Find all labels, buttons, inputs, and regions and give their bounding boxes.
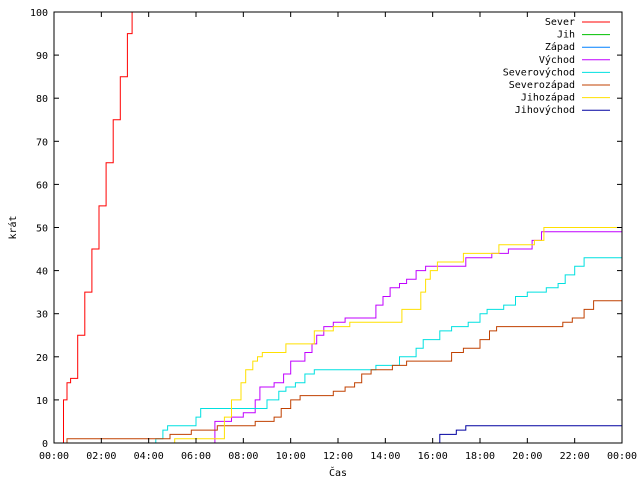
y-tick-label: 60 [36,180,48,191]
y-tick-label: 20 [36,353,48,364]
legend-label: Jihozápad [521,92,575,104]
legend-label: Severozápad [509,79,575,91]
series-line [54,231,622,443]
series-layer [54,12,622,443]
x-tick-label: 20:00 [512,451,542,462]
y-tick-label: 40 [36,267,48,278]
x-tick-label: 12:00 [323,451,353,462]
ticks-layer: 00:00 02:00 04:00 06:00 08:00 10:00 12:00 14:00… [30,8,637,462]
x-tick-label: 04:00 [134,451,164,462]
x-tick-label: 22:00 [560,451,590,462]
series-line [54,227,622,443]
legend: Sever JihZápadVýchodSeverovýchodSeverozáp… [503,17,610,116]
legend-label: Severovýchod [503,66,575,78]
y-tick-label: 50 [36,224,48,235]
series-line [54,425,622,443]
x-tick-label: 10:00 [276,451,306,462]
y-tick-label: 0 [42,439,48,450]
y-tick-label: 100 [30,8,48,19]
x-axis-label: Čas [329,466,347,479]
legend-label: Jih [557,30,575,41]
x-tick-label: 18:00 [465,451,495,462]
y-tick-label: 30 [36,310,48,321]
y-tick-label: 80 [36,94,48,105]
x-tick-label: 00:00 [607,451,637,462]
x-tick-label: 00:00 [39,451,69,462]
legend-label: Východ [539,54,575,66]
legend-label: Jihovýchod [515,104,575,116]
series-line [54,300,622,443]
x-tick-label: 08:00 [228,451,258,462]
x-tick-label: 14:00 [370,451,400,462]
series-line [54,12,133,443]
x-tick-label: 06:00 [181,451,211,462]
x-tick-label: 02:00 [86,451,116,462]
legend-label: Sever [545,17,575,28]
legend-label: Západ [545,41,575,53]
y-tick-label: 90 [36,51,48,62]
x-tick-label: 16:00 [418,451,448,462]
series-line [54,257,622,443]
y-tick-label: 10 [36,396,48,407]
y-tick-label: 70 [36,137,48,148]
y-axis-label: krát [7,215,19,239]
